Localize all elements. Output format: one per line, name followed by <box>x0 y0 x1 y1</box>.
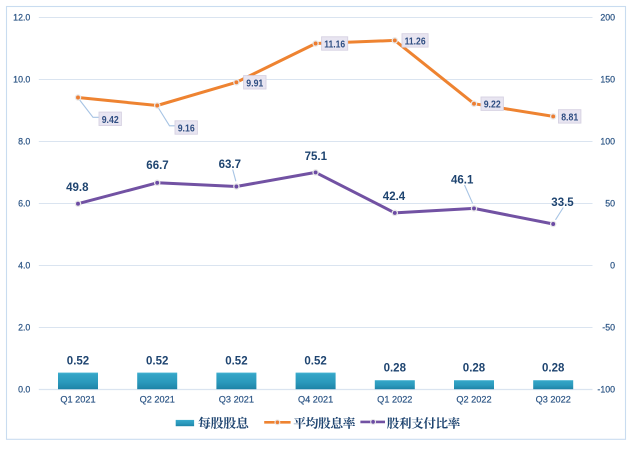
svg-text:2.0: 2.0 <box>18 323 30 333</box>
svg-text:0.52: 0.52 <box>67 356 89 368</box>
svg-text:100: 100 <box>600 137 615 147</box>
svg-text:Q1 2022: Q1 2022 <box>377 394 412 404</box>
svg-text:Q3 2022: Q3 2022 <box>536 394 571 404</box>
svg-text:0.28: 0.28 <box>463 363 486 375</box>
svg-text:75.1: 75.1 <box>305 151 328 163</box>
svg-text:Q2 2021: Q2 2021 <box>140 394 175 404</box>
svg-text:0: 0 <box>610 261 615 271</box>
svg-text:66.7: 66.7 <box>146 160 168 172</box>
svg-text:150: 150 <box>600 75 615 85</box>
svg-text:4.0: 4.0 <box>18 261 30 271</box>
svg-text:9.42: 9.42 <box>102 115 119 126</box>
svg-text:63.7: 63.7 <box>219 159 241 171</box>
svg-text:10.0: 10.0 <box>13 75 30 85</box>
svg-text:200: 200 <box>600 13 615 23</box>
svg-text:50: 50 <box>605 199 615 209</box>
svg-text:0.52: 0.52 <box>225 356 247 368</box>
svg-text:46.1: 46.1 <box>451 174 474 186</box>
svg-text:0.28: 0.28 <box>542 363 565 375</box>
svg-text:9.16: 9.16 <box>178 124 195 135</box>
svg-text:11.26: 11.26 <box>405 36 426 47</box>
svg-text:0.28: 0.28 <box>384 363 407 375</box>
svg-text:11.16: 11.16 <box>324 40 345 51</box>
svg-text:Q2 2022: Q2 2022 <box>456 394 491 404</box>
svg-text:9.22: 9.22 <box>484 100 501 111</box>
svg-text:-100: -100 <box>597 385 615 395</box>
svg-text:6.0: 6.0 <box>18 199 30 209</box>
svg-text:49.8: 49.8 <box>66 182 89 194</box>
svg-text:8.81: 8.81 <box>561 112 578 123</box>
svg-text:8.0: 8.0 <box>18 137 30 147</box>
svg-text:Q4 2021: Q4 2021 <box>298 394 333 404</box>
svg-text:0.0: 0.0 <box>18 385 30 395</box>
svg-text:12.0: 12.0 <box>13 13 30 23</box>
svg-text:Q1 2021: Q1 2021 <box>60 394 95 404</box>
svg-text:33.5: 33.5 <box>551 197 574 209</box>
svg-text:9.91: 9.91 <box>246 78 263 89</box>
svg-text:-50: -50 <box>602 323 615 333</box>
svg-text:Q3 2021: Q3 2021 <box>219 394 254 404</box>
svg-text:0.52: 0.52 <box>146 356 168 368</box>
svg-text:0.52: 0.52 <box>304 356 326 368</box>
svg-text:42.4: 42.4 <box>383 191 406 203</box>
